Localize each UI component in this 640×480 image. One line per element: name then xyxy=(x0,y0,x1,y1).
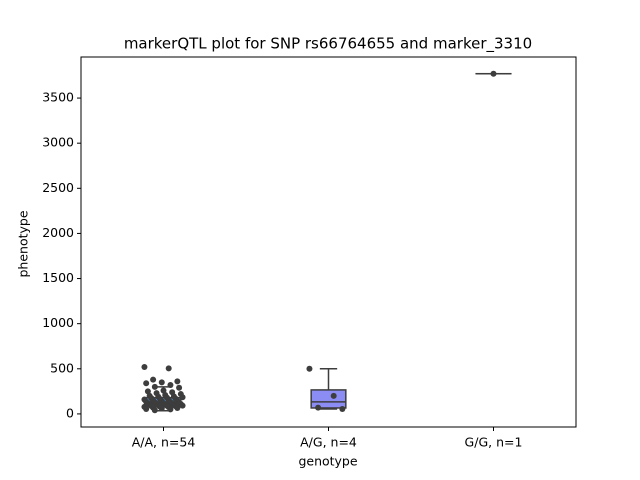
data-point xyxy=(150,376,157,383)
data-point xyxy=(151,383,158,390)
x-tick-label: G/G, n=1 xyxy=(465,435,523,450)
data-point xyxy=(141,363,148,370)
plot-frame xyxy=(80,56,577,428)
data-point xyxy=(151,407,158,414)
y-tick-label: 500 xyxy=(50,360,74,375)
data-point xyxy=(179,394,186,401)
y-tick-label: 3000 xyxy=(42,135,74,150)
y-tick-label: 3500 xyxy=(42,90,74,105)
data-point xyxy=(143,380,150,387)
data-point xyxy=(174,378,181,385)
y-tick-label: 2500 xyxy=(42,180,74,195)
x-axis-label: genotype xyxy=(298,454,357,469)
data-point xyxy=(179,402,186,409)
data-point xyxy=(144,388,151,395)
data-point xyxy=(306,365,313,372)
data-point xyxy=(339,405,346,412)
data-point xyxy=(143,405,150,412)
data-point xyxy=(315,404,322,411)
chart-title: markerQTL plot for SNP rs66764655 and ma… xyxy=(124,35,532,54)
data-point xyxy=(158,405,165,412)
data-point xyxy=(176,384,183,391)
y-tick-label: 1000 xyxy=(42,315,74,330)
y-axis-label: phenotype xyxy=(16,210,31,277)
data-point xyxy=(330,392,337,399)
data-point xyxy=(490,70,497,77)
x-tick-label: A/A, n=54 xyxy=(132,435,196,450)
x-tick-label: A/G, n=4 xyxy=(300,435,357,450)
data-point xyxy=(167,382,174,389)
data-point xyxy=(165,365,172,372)
data-point xyxy=(160,387,167,394)
data-point xyxy=(158,379,165,386)
y-tick-label: 0 xyxy=(66,405,74,420)
box xyxy=(310,389,347,409)
y-tick-label: 2000 xyxy=(42,225,74,240)
data-point xyxy=(167,406,174,413)
data-point xyxy=(174,405,181,412)
y-tick-label: 1500 xyxy=(42,270,74,285)
